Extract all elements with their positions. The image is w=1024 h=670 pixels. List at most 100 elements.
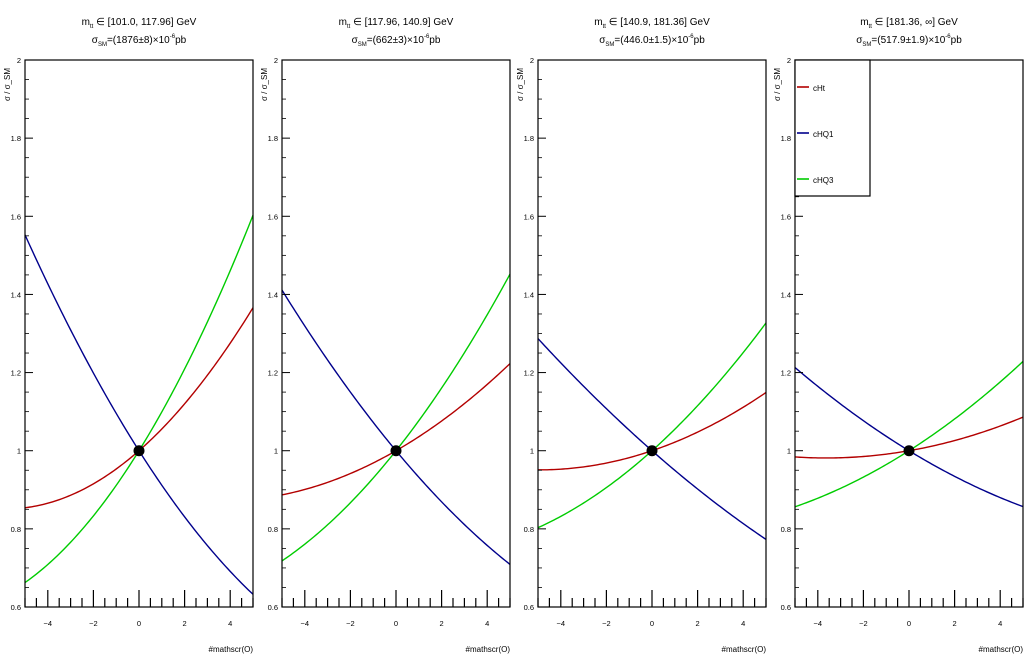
y-tick-label: 1.8 (268, 134, 278, 143)
y-tick-label: 1.4 (11, 290, 21, 299)
y-tick-label: 0.8 (524, 525, 534, 534)
panel-1: mtt ∈ [101.0, 117.96] GeV σSM=(1876±8)×10… (3, 17, 254, 654)
y-tick-label: 1.8 (11, 134, 21, 143)
x-tick-label: 0 (650, 619, 654, 628)
title-tt-sub: tt (90, 24, 94, 30)
panel-title-sigma: σSM=(446.0±1.5)×10-6pb (599, 34, 705, 48)
panel-3: mtt ∈ [140.9, 181.36] GeV σSM=(446.0±1.5)… (516, 17, 767, 654)
title-m: m (339, 17, 347, 28)
y-tick-label: 1.8 (524, 134, 534, 143)
x-tick-label: 0 (394, 619, 398, 628)
panel-title-range: mtt ∈ [140.9, 181.36] GeV (594, 17, 710, 30)
x-tick-label: 4 (228, 619, 232, 628)
x-tick-label: 2 (440, 619, 444, 628)
sm-point-marker (903, 445, 915, 457)
x-tick-label: 4 (741, 619, 745, 628)
y-tick-label: 0.8 (11, 525, 21, 534)
sm-point-marker (390, 445, 402, 457)
x-tick-label: 0 (907, 619, 911, 628)
y-tick-label: 1 (274, 447, 278, 456)
y-tick-label: 1 (17, 447, 21, 456)
y-tick-label: 1 (530, 447, 534, 456)
x-tick-label: −4 (557, 619, 566, 628)
title-unit: pb (175, 35, 187, 46)
y-axis-label: σ / σ_SM (260, 68, 269, 101)
sm-point-marker (646, 445, 658, 457)
title-exponent: -6 (688, 34, 694, 40)
y-tick-label: 1.4 (268, 290, 278, 299)
y-tick-label: 1.8 (781, 134, 791, 143)
y-tick-label: 1.2 (781, 369, 791, 378)
sm-point-marker (133, 445, 145, 457)
panel-title-sigma: σSM=(662±3)×10-6pb (352, 34, 441, 48)
x-tick-label: −2 (602, 619, 611, 628)
y-tick-label: 0.6 (524, 603, 534, 612)
series-line-cht (281, 363, 511, 496)
title-unit: pb (429, 35, 441, 46)
series-line-chq1 (24, 234, 254, 595)
y-tick-label: 0.6 (268, 603, 278, 612)
title-tt-sub: tt (869, 24, 873, 30)
title-exponent: -6 (170, 34, 176, 40)
panel-4: mtt ∈ [181.36, ∞] GeV σSM=(517.9±1.9)×10-… (773, 17, 1024, 654)
x-tick-label: −4 (814, 619, 823, 628)
y-tick-label: 1.4 (781, 290, 791, 299)
x-axis-label: #mathscr(O) (722, 645, 767, 654)
panel-title-sigma: σSM=(1876±8)×10-6pb (92, 34, 187, 48)
y-tick-label: 2 (787, 56, 791, 65)
y-tick-label: 1.2 (11, 369, 21, 378)
y-tick-label: 1.6 (268, 212, 278, 221)
title-sm-sub: SM (98, 42, 107, 48)
y-tick-label: 1.2 (524, 369, 534, 378)
title-sigma: σ (599, 35, 606, 46)
title-exponent: -6 (424, 34, 430, 40)
title-value: =(517.9±1.9)×10 (871, 35, 945, 46)
title-range-text: ∈ [117.96, 140.9] GeV (350, 17, 453, 28)
title-sigma: σ (352, 35, 359, 46)
y-tick-label: 0.6 (11, 603, 21, 612)
legend-label-cht: cHt (813, 84, 826, 93)
y-tick-label: 1.6 (11, 212, 21, 221)
x-axis-label: #mathscr(O) (979, 645, 1024, 654)
x-tick-label: −2 (89, 619, 98, 628)
series-line-chq3 (281, 273, 511, 562)
y-tick-label: 0.8 (781, 525, 791, 534)
panel-title-sigma: σSM=(517.9±1.9)×10-6pb (856, 34, 962, 48)
title-value: =(446.0±1.5)×10 (614, 35, 688, 46)
y-tick-label: 1.4 (524, 290, 534, 299)
x-tick-label: 4 (485, 619, 489, 628)
series-line-chq3 (24, 215, 254, 584)
title-m: m (860, 17, 868, 28)
y-tick-label: 0.6 (781, 603, 791, 612)
x-axis-label: #mathscr(O) (209, 645, 254, 654)
title-m: m (594, 17, 602, 28)
title-sigma: σ (856, 35, 863, 46)
y-axis-label: σ / σ_SM (3, 68, 12, 101)
legend-label-chq1: cHQ1 (813, 130, 834, 139)
y-tick-label: 2 (17, 56, 21, 65)
series-line-chq1 (281, 289, 511, 565)
x-tick-label: 4 (998, 619, 1002, 628)
panel-title-range: mtt ∈ [117.96, 140.9] GeV (339, 17, 454, 30)
x-tick-label: −2 (859, 619, 868, 628)
legend-label-chq3: cHQ3 (813, 176, 834, 185)
title-unit: pb (694, 35, 706, 46)
plot-frame (24, 59, 254, 608)
series-line-chq1 (794, 366, 1024, 508)
title-m: m (82, 17, 90, 28)
series-line-cht (24, 307, 254, 509)
y-tick-label: 2 (530, 56, 534, 65)
title-tt-sub: tt (603, 24, 607, 30)
x-tick-label: 2 (953, 619, 957, 628)
plot-frame (537, 59, 767, 608)
title-sm-sub: SM (862, 42, 871, 48)
title-sigma: σ (92, 35, 99, 46)
title-range-text: ∈ [140.9, 181.36] GeV (606, 17, 710, 28)
legend-box (794, 59, 871, 197)
series-line-chq3 (537, 322, 767, 529)
x-axis-label: #mathscr(O) (466, 645, 511, 654)
panel-title-range: mtt ∈ [101.0, 117.96] GeV (82, 17, 197, 30)
title-sm-sub: SM (358, 42, 367, 48)
y-tick-label: 2 (274, 56, 278, 65)
title-value: =(1876±8)×10 (107, 35, 170, 46)
